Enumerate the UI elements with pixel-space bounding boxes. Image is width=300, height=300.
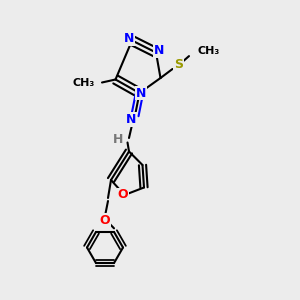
Text: O: O	[100, 214, 110, 227]
Text: N: N	[154, 44, 164, 58]
Text: S: S	[174, 58, 183, 71]
Text: CH₃: CH₃	[72, 77, 94, 88]
Text: N: N	[126, 113, 136, 126]
Text: O: O	[118, 188, 128, 202]
Text: H: H	[113, 133, 124, 146]
Text: N: N	[136, 86, 146, 100]
Text: N: N	[124, 32, 134, 46]
Text: CH₃: CH₃	[198, 46, 220, 56]
